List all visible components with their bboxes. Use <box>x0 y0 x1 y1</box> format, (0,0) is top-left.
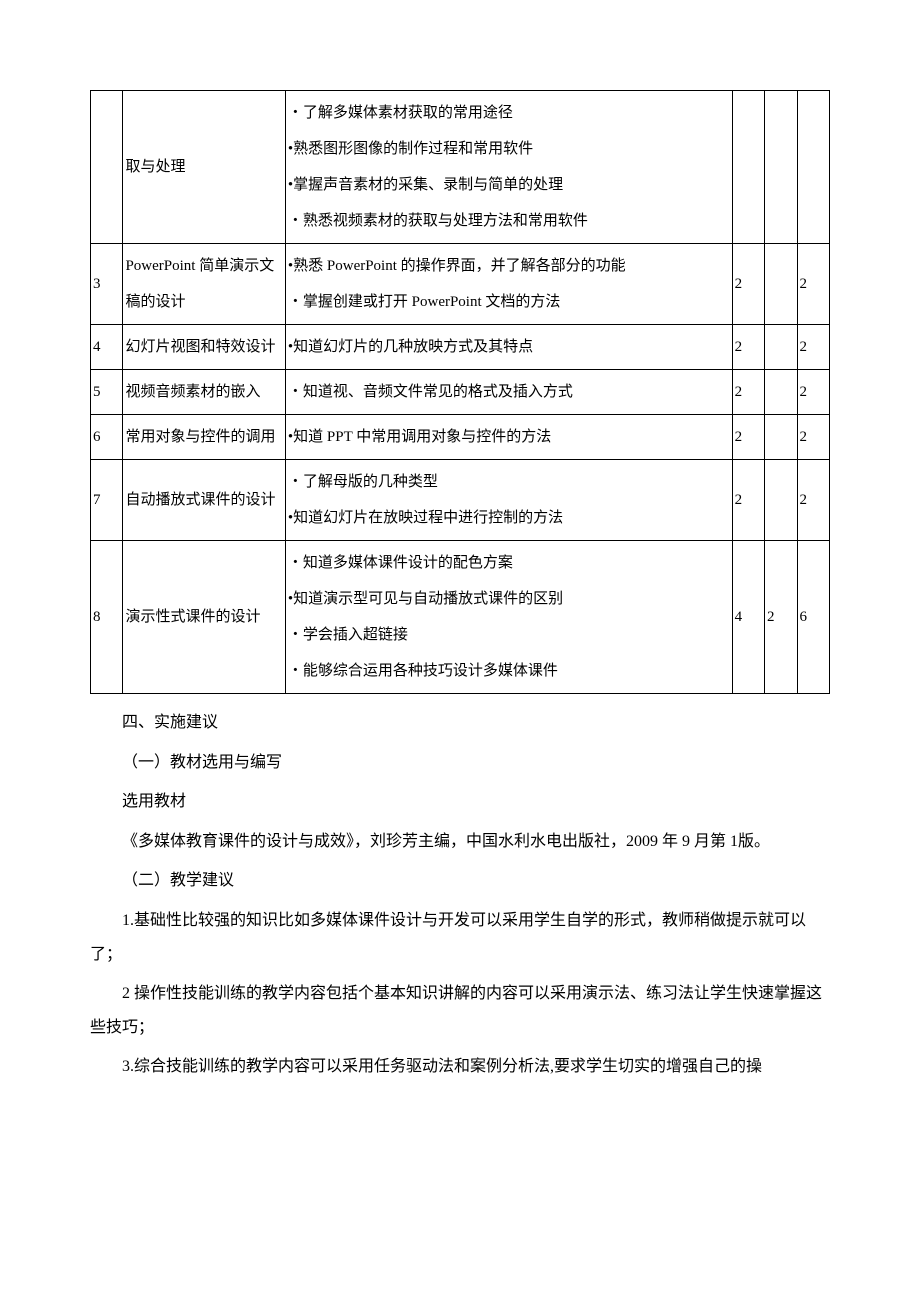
row-c1: 2 <box>732 244 764 325</box>
content-line: ・知道多媒体课件设计的配色方案 <box>288 545 730 581</box>
subsection-1-sub: 选用教材 <box>90 785 830 819</box>
subsection-2-p1: 1.基础性比较强的知识比如多媒体课件设计与开发可以采用学生自学的形式，教师稍做提… <box>90 904 830 971</box>
content-line: ・知道视、音频文件常见的格式及插入方式 <box>288 374 730 410</box>
row-c2 <box>765 415 797 460</box>
content-line: •知道幻灯片的几种放映方式及其特点 <box>288 329 730 365</box>
content-line: •掌握声音素材的采集、录制与简单的处理 <box>288 167 730 203</box>
row-c2: 2 <box>765 541 797 694</box>
subsection-1-title: （一）教材选用与编写 <box>90 746 830 780</box>
row-c1: 4 <box>732 541 764 694</box>
subsection-2-p2: 2 操作性技能训练的教学内容包括个基本知识讲解的内容可以采用演示法、练习法让学生… <box>90 977 830 1044</box>
row-c1: 2 <box>732 415 764 460</box>
content-line: ・掌握创建或打开 PowerPoint 文档的方法 <box>288 284 730 320</box>
table-row: 6常用对象与控件的调用•知道 PPT 中常用调用对象与控件的方法22 <box>91 415 830 460</box>
row-title: 取与处理 <box>123 91 285 244</box>
subsection-1-body: 《多媒体教育课件的设计与成效》，刘珍芳主编，中国水利水电出版社，2009 年 9… <box>90 825 830 859</box>
row-title: 演示性式课件的设计 <box>123 541 285 694</box>
table-row: 8演示性式课件的设计・知道多媒体课件设计的配色方案•知道演示型可见与自动播放式课… <box>91 541 830 694</box>
row-content: •知道幻灯片的几种放映方式及其特点 <box>285 325 732 370</box>
content-line: •知道幻灯片在放映过程中进行控制的方法 <box>288 500 730 536</box>
row-c1 <box>732 91 764 244</box>
row-c1: 2 <box>732 370 764 415</box>
row-title: 常用对象与控件的调用 <box>123 415 285 460</box>
content-line: ・能够综合运用各种技巧设计多媒体课件 <box>288 653 730 689</box>
row-c2 <box>765 325 797 370</box>
row-index: 6 <box>91 415 123 460</box>
row-content: •知道 PPT 中常用调用对象与控件的方法 <box>285 415 732 460</box>
row-index: 4 <box>91 325 123 370</box>
row-c1: 2 <box>732 460 764 541</box>
row-index: 5 <box>91 370 123 415</box>
row-index: 8 <box>91 541 123 694</box>
row-content: •熟悉 PowerPoint 的操作界面，并了解各部分的功能・掌握创建或打开 P… <box>285 244 732 325</box>
row-title: 自动播放式课件的设计 <box>123 460 285 541</box>
table-row: 取与处理・了解多媒体素材获取的常用途径•熟悉图形图像的制作过程和常用软件•掌握声… <box>91 91 830 244</box>
content-line: ・熟悉视频素材的获取与处理方法和常用软件 <box>288 203 730 239</box>
row-content: ・了解母版的几种类型•知道幻灯片在放映过程中进行控制的方法 <box>285 460 732 541</box>
row-c2 <box>765 91 797 244</box>
curriculum-table: 取与处理・了解多媒体素材获取的常用途径•熟悉图形图像的制作过程和常用软件•掌握声… <box>90 90 830 694</box>
row-c3: 2 <box>797 370 830 415</box>
row-c3 <box>797 91 830 244</box>
row-index: 3 <box>91 244 123 325</box>
table-row: 4幻灯片视图和特效设计•知道幻灯片的几种放映方式及其特点22 <box>91 325 830 370</box>
row-c2 <box>765 244 797 325</box>
row-c1: 2 <box>732 325 764 370</box>
content-line: •熟悉 PowerPoint 的操作界面，并了解各部分的功能 <box>288 248 730 284</box>
row-content: ・了解多媒体素材获取的常用途径•熟悉图形图像的制作过程和常用软件•掌握声音素材的… <box>285 91 732 244</box>
row-c3: 2 <box>797 460 830 541</box>
row-title: 视频音频素材的嵌入 <box>123 370 285 415</box>
row-c3: 6 <box>797 541 830 694</box>
table-row: 5视频音频素材的嵌入・知道视、音频文件常见的格式及插入方式22 <box>91 370 830 415</box>
content-line: •知道 PPT 中常用调用对象与控件的方法 <box>288 419 730 455</box>
content-line: ・学会插入超链接 <box>288 617 730 653</box>
row-c3: 2 <box>797 244 830 325</box>
row-title: PowerPoint 简单演示文稿的设计 <box>123 244 285 325</box>
subsection-2-title: （二）教学建议 <box>90 864 830 898</box>
content-line: •知道演示型可见与自动播放式课件的区别 <box>288 581 730 617</box>
section-heading-4: 四、实施建议 <box>90 706 830 740</box>
row-content: ・知道多媒体课件设计的配色方案•知道演示型可见与自动播放式课件的区别・学会插入超… <box>285 541 732 694</box>
subsection-2-p3: 3.综合技能训练的教学内容可以采用任务驱动法和案例分析法,要求学生切实的增强自己… <box>90 1050 830 1084</box>
row-index: 7 <box>91 460 123 541</box>
row-c3: 2 <box>797 325 830 370</box>
row-index <box>91 91 123 244</box>
row-c3: 2 <box>797 415 830 460</box>
row-c2 <box>765 460 797 541</box>
row-title: 幻灯片视图和特效设计 <box>123 325 285 370</box>
content-line: ・了解母版的几种类型 <box>288 464 730 500</box>
content-line: •熟悉图形图像的制作过程和常用软件 <box>288 131 730 167</box>
content-line: ・了解多媒体素材获取的常用途径 <box>288 95 730 131</box>
row-content: ・知道视、音频文件常见的格式及插入方式 <box>285 370 732 415</box>
row-c2 <box>765 370 797 415</box>
table-row: 3PowerPoint 简单演示文稿的设计•熟悉 PowerPoint 的操作界… <box>91 244 830 325</box>
table-row: 7自动播放式课件的设计・了解母版的几种类型•知道幻灯片在放映过程中进行控制的方法… <box>91 460 830 541</box>
